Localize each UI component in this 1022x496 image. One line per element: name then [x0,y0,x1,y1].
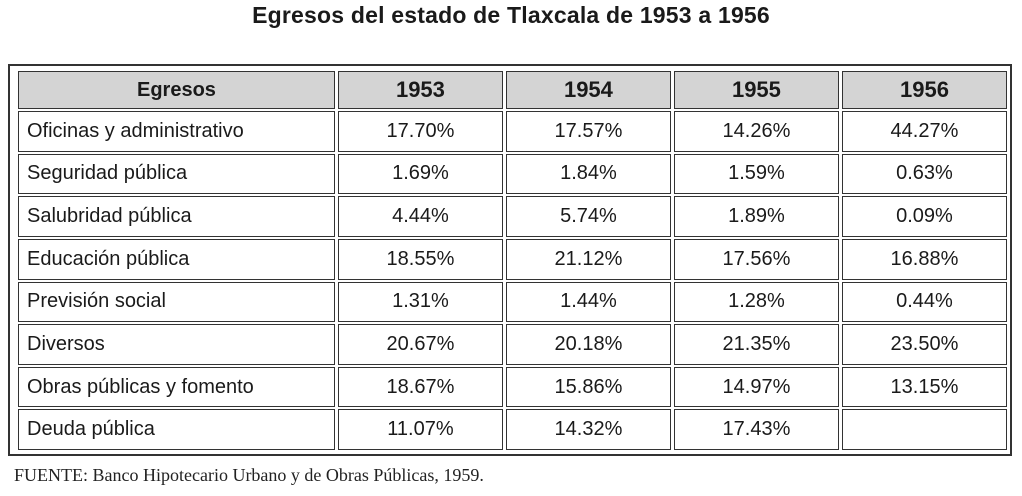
table-cell: 14.97% [673,366,839,408]
table-cell: 5.74% [505,196,671,237]
table-cell: 11.07% [337,409,503,450]
table-cell: 4.44% [337,196,503,237]
table-cell: 17.57% [505,111,671,152]
row-label: Salubridad pública [18,196,335,237]
table-cell: 1.84% [505,153,671,195]
table-cell: 0.63% [841,153,1007,195]
row-label: Diversos [18,324,335,365]
row-label: Educación pública [18,238,335,280]
table-cell: 21.35% [673,324,839,365]
table-frame [8,64,1012,456]
header-1954: 1954 [505,71,671,109]
header-egresos: Egresos [18,71,335,109]
table-cell: 21.12% [505,238,671,280]
table-cell: 1.89% [673,196,839,237]
table-row: Salubridad pública 4.44% 5.74% 1.89% 0.0… [18,196,1007,237]
table-cell: 1.44% [505,281,671,323]
expenditure-table: Egresos 1953 1954 1955 1956 Oficinas y a… [15,69,1010,452]
table-cell: 17.70% [337,111,503,152]
table-title: Egresos del estado de Tlaxcala de 1953 a… [252,2,770,28]
table-cell: 14.32% [505,409,671,450]
row-label: Deuda pública [18,409,335,450]
table-cell: 23.50% [841,324,1007,365]
row-label: Seguridad pública [18,153,335,195]
table-cell: 44.27% [841,111,1007,152]
table-row: Diversos 20.67% 20.18% 21.35% 23.50% [18,324,1007,365]
table-cell: 16.88% [841,238,1007,280]
table-cell: 1.28% [673,281,839,323]
table-row: Oficinas y administrativo 17.70% 17.57% … [18,111,1007,152]
row-label: Previsión social [18,281,335,323]
table-row: Seguridad pública 1.69% 1.84% 1.59% 0.63… [18,153,1007,195]
table-cell: 18.55% [337,238,503,280]
table-cell: 1.31% [337,281,503,323]
table-cell: 20.18% [505,324,671,365]
table-cell: 1.69% [337,153,503,195]
table-cell: 15.86% [505,366,671,408]
row-label: Oficinas y administrativo [18,111,335,152]
table-cell: 17.43% [673,409,839,450]
header-row: Egresos 1953 1954 1955 1956 [18,71,1007,109]
table-cell: 18.67% [337,366,503,408]
table-row: Previsión social 1.31% 1.44% 1.28% 0.44% [18,281,1007,323]
table-cell: 0.09% [841,196,1007,237]
table-cell: 0.44% [841,281,1007,323]
table-row: Educación pública 18.55% 21.12% 17.56% 1… [18,238,1007,280]
table-cell [841,409,1007,450]
header-1953: 1953 [337,71,503,109]
table-cell: 13.15% [841,366,1007,408]
table-cell: 1.59% [673,153,839,195]
header-1955: 1955 [673,71,839,109]
table-cell: 20.67% [337,324,503,365]
table-row: Deuda pública 11.07% 14.32% 17.43% [18,409,1007,450]
table-cell: 14.26% [673,111,839,152]
table-row: Obras públicas y fomento 18.67% 15.86% 1… [18,366,1007,408]
row-label: Obras públicas y fomento [18,366,335,408]
header-1956: 1956 [841,71,1007,109]
table-cell: 17.56% [673,238,839,280]
source-note: FUENTE: Banco Hipotecario Urbano y de Ob… [14,465,484,485]
